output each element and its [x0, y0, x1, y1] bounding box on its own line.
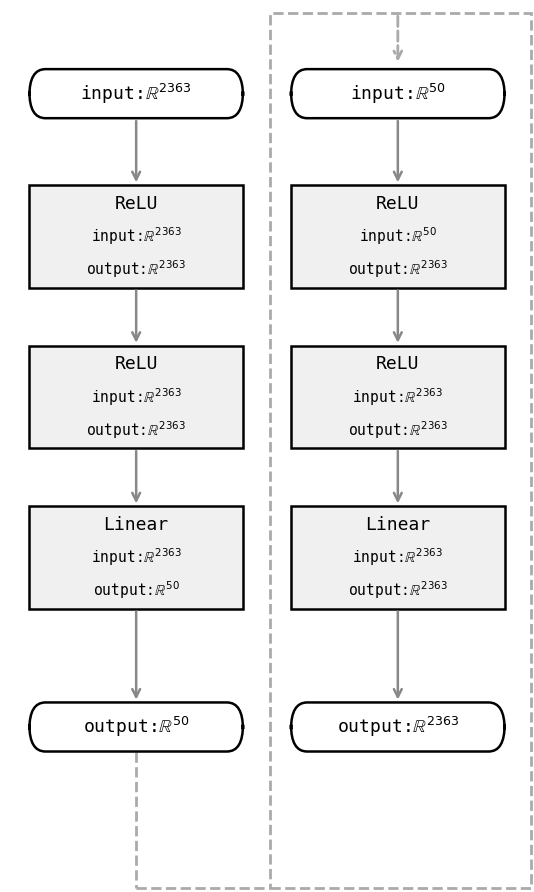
Bar — [291, 185, 505, 287]
Text: input:$\mathbb{R}^{2363}$: input:$\mathbb{R}^{2363}$ — [81, 81, 192, 106]
Text: input:$\mathbb{R}^{50}$: input:$\mathbb{R}^{50}$ — [350, 81, 446, 106]
Text: output:$\mathbb{R}^{50}$: output:$\mathbb{R}^{50}$ — [83, 714, 190, 739]
Text: input:$\mathbb{R}^{2363}$: input:$\mathbb{R}^{2363}$ — [352, 386, 443, 408]
Text: input:$\mathbb{R}^{2363}$: input:$\mathbb{R}^{2363}$ — [91, 547, 182, 568]
Text: input:$\mathbb{R}^{50}$: input:$\mathbb{R}^{50}$ — [359, 226, 437, 247]
FancyBboxPatch shape — [29, 69, 243, 118]
Text: output:$\mathbb{R}^{2363}$: output:$\mathbb{R}^{2363}$ — [87, 259, 186, 280]
Bar — [29, 507, 243, 609]
Text: output:$\mathbb{R}^{50}$: output:$\mathbb{R}^{50}$ — [93, 580, 179, 601]
Bar — [29, 185, 243, 287]
Bar — [29, 345, 243, 448]
Text: ReLU: ReLU — [114, 194, 158, 212]
Text: input:$\mathbb{R}^{2363}$: input:$\mathbb{R}^{2363}$ — [91, 386, 182, 408]
Text: input:$\mathbb{R}^{2363}$: input:$\mathbb{R}^{2363}$ — [352, 547, 443, 568]
Text: ReLU: ReLU — [114, 355, 158, 373]
Text: output:$\mathbb{R}^{2363}$: output:$\mathbb{R}^{2363}$ — [348, 580, 447, 601]
Text: output:$\mathbb{R}^{2363}$: output:$\mathbb{R}^{2363}$ — [87, 419, 186, 441]
Text: ReLU: ReLU — [376, 355, 420, 373]
FancyBboxPatch shape — [29, 703, 243, 751]
Text: output:$\mathbb{R}^{2363}$: output:$\mathbb{R}^{2363}$ — [348, 259, 447, 280]
FancyBboxPatch shape — [291, 69, 505, 118]
Bar — [291, 345, 505, 448]
Text: output:$\mathbb{R}^{2363}$: output:$\mathbb{R}^{2363}$ — [348, 419, 447, 441]
Text: output:$\mathbb{R}^{2363}$: output:$\mathbb{R}^{2363}$ — [336, 714, 459, 739]
Text: Linear: Linear — [104, 516, 169, 533]
Text: ReLU: ReLU — [376, 194, 420, 212]
Bar — [270, 13, 531, 888]
Text: input:$\mathbb{R}^{2363}$: input:$\mathbb{R}^{2363}$ — [91, 226, 182, 247]
FancyBboxPatch shape — [291, 703, 505, 751]
Bar — [291, 507, 505, 609]
Text: Linear: Linear — [365, 516, 430, 533]
